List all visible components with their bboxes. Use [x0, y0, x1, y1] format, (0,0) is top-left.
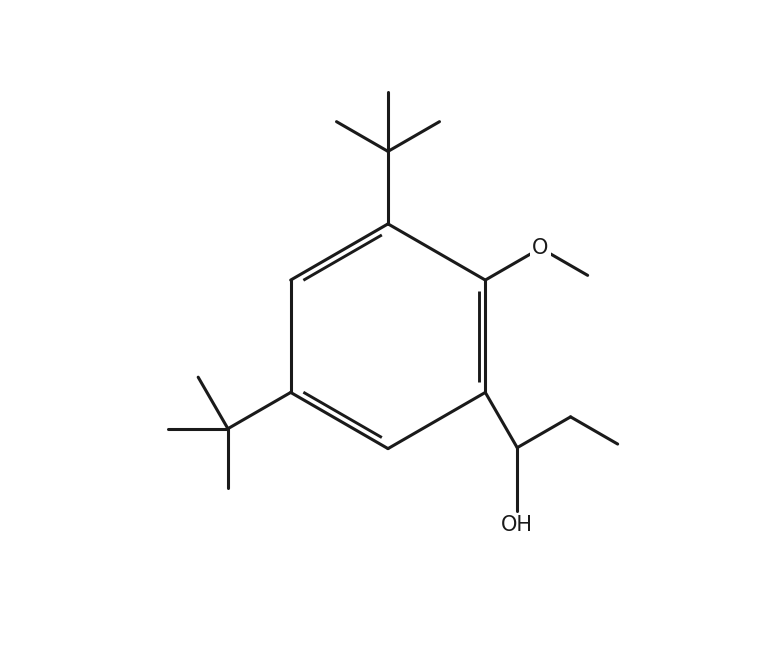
Text: O: O — [532, 238, 549, 258]
Text: OH: OH — [501, 515, 533, 535]
